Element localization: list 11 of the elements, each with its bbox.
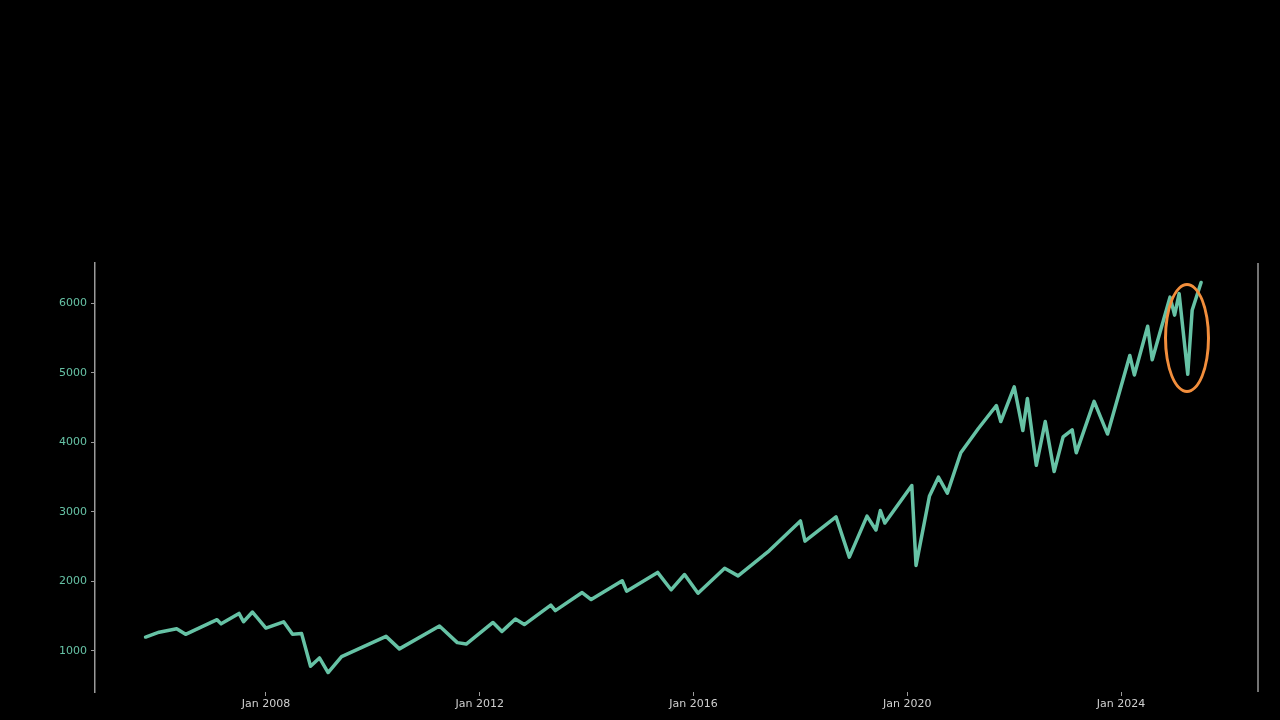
x-tick-label: Jan 2020 [882,697,932,711]
x-tick-label: Jan 2012 [454,697,504,711]
y-tick-label: 1000 [59,643,87,657]
x-tick-label: Jan 2016 [668,697,718,711]
y-tick-label: 2000 [59,574,87,588]
y-tick-label: 6000 [59,296,87,310]
y-tick-label: 4000 [59,435,87,449]
x-tick-label: Jan 2024 [1095,697,1146,711]
y-tick-label: 3000 [59,504,87,518]
x-tick-label: Jan 2008 [240,697,291,711]
y-tick-label: 5000 [59,365,87,379]
